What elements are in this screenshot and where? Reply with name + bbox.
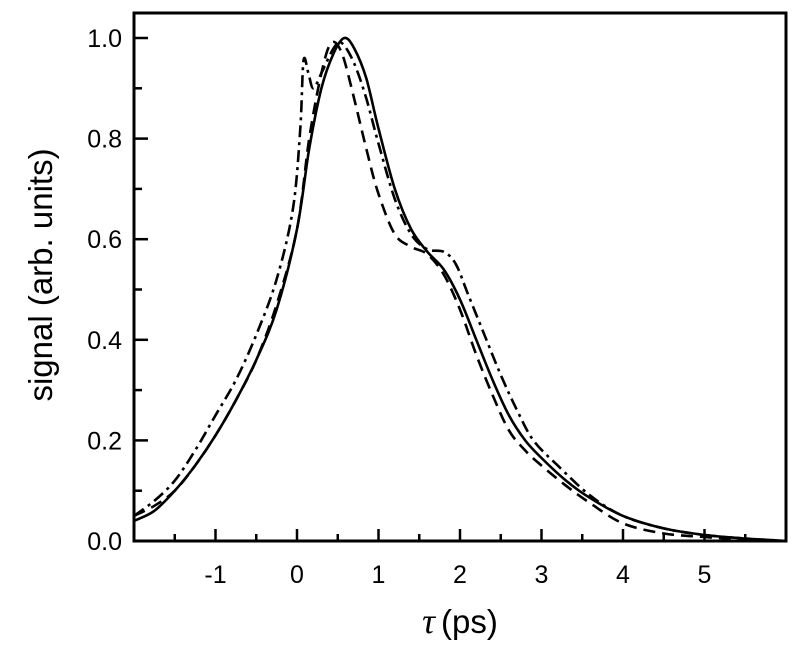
curve-dash-dot bbox=[133, 40, 787, 543]
curve-dashed bbox=[133, 40, 787, 543]
x-tick-label: 4 bbox=[616, 561, 630, 589]
y-axis-ticks bbox=[134, 36, 148, 543]
curve-solid bbox=[133, 36, 787, 543]
x-axis-unit: (ps) bbox=[441, 603, 498, 640]
x-tick-label: 2 bbox=[453, 561, 467, 589]
x-axis-title: τ (ps) bbox=[422, 601, 498, 641]
x-axis-tick-labels: -1 0 1 2 3 4 5 bbox=[204, 561, 711, 589]
y-axis-tick-labels: 0.0 0.2 0.4 0.6 0.8 1.0 bbox=[87, 25, 122, 556]
x-tick-label: 5 bbox=[698, 561, 712, 589]
x-tick-label: 0 bbox=[290, 561, 304, 589]
y-axis-title: signal (arb. units) bbox=[22, 148, 59, 401]
y-tick-label: 0.2 bbox=[87, 427, 122, 455]
plot-curves bbox=[133, 36, 787, 543]
x-tick-label: 1 bbox=[372, 561, 386, 589]
y-tick-label: 0.6 bbox=[87, 226, 122, 254]
x-axis-symbol: τ bbox=[422, 601, 436, 641]
y-tick-label: 0.8 bbox=[87, 126, 122, 154]
y-tick-label: 0.0 bbox=[87, 528, 122, 556]
x-tick-label: 3 bbox=[535, 561, 549, 589]
y-tick-label: 0.4 bbox=[87, 327, 122, 355]
plot-frame bbox=[132, 11, 788, 543]
y-tick-label: 1.0 bbox=[87, 25, 122, 53]
x-tick-label: -1 bbox=[204, 561, 226, 589]
x-axis-ticks bbox=[173, 529, 747, 541]
